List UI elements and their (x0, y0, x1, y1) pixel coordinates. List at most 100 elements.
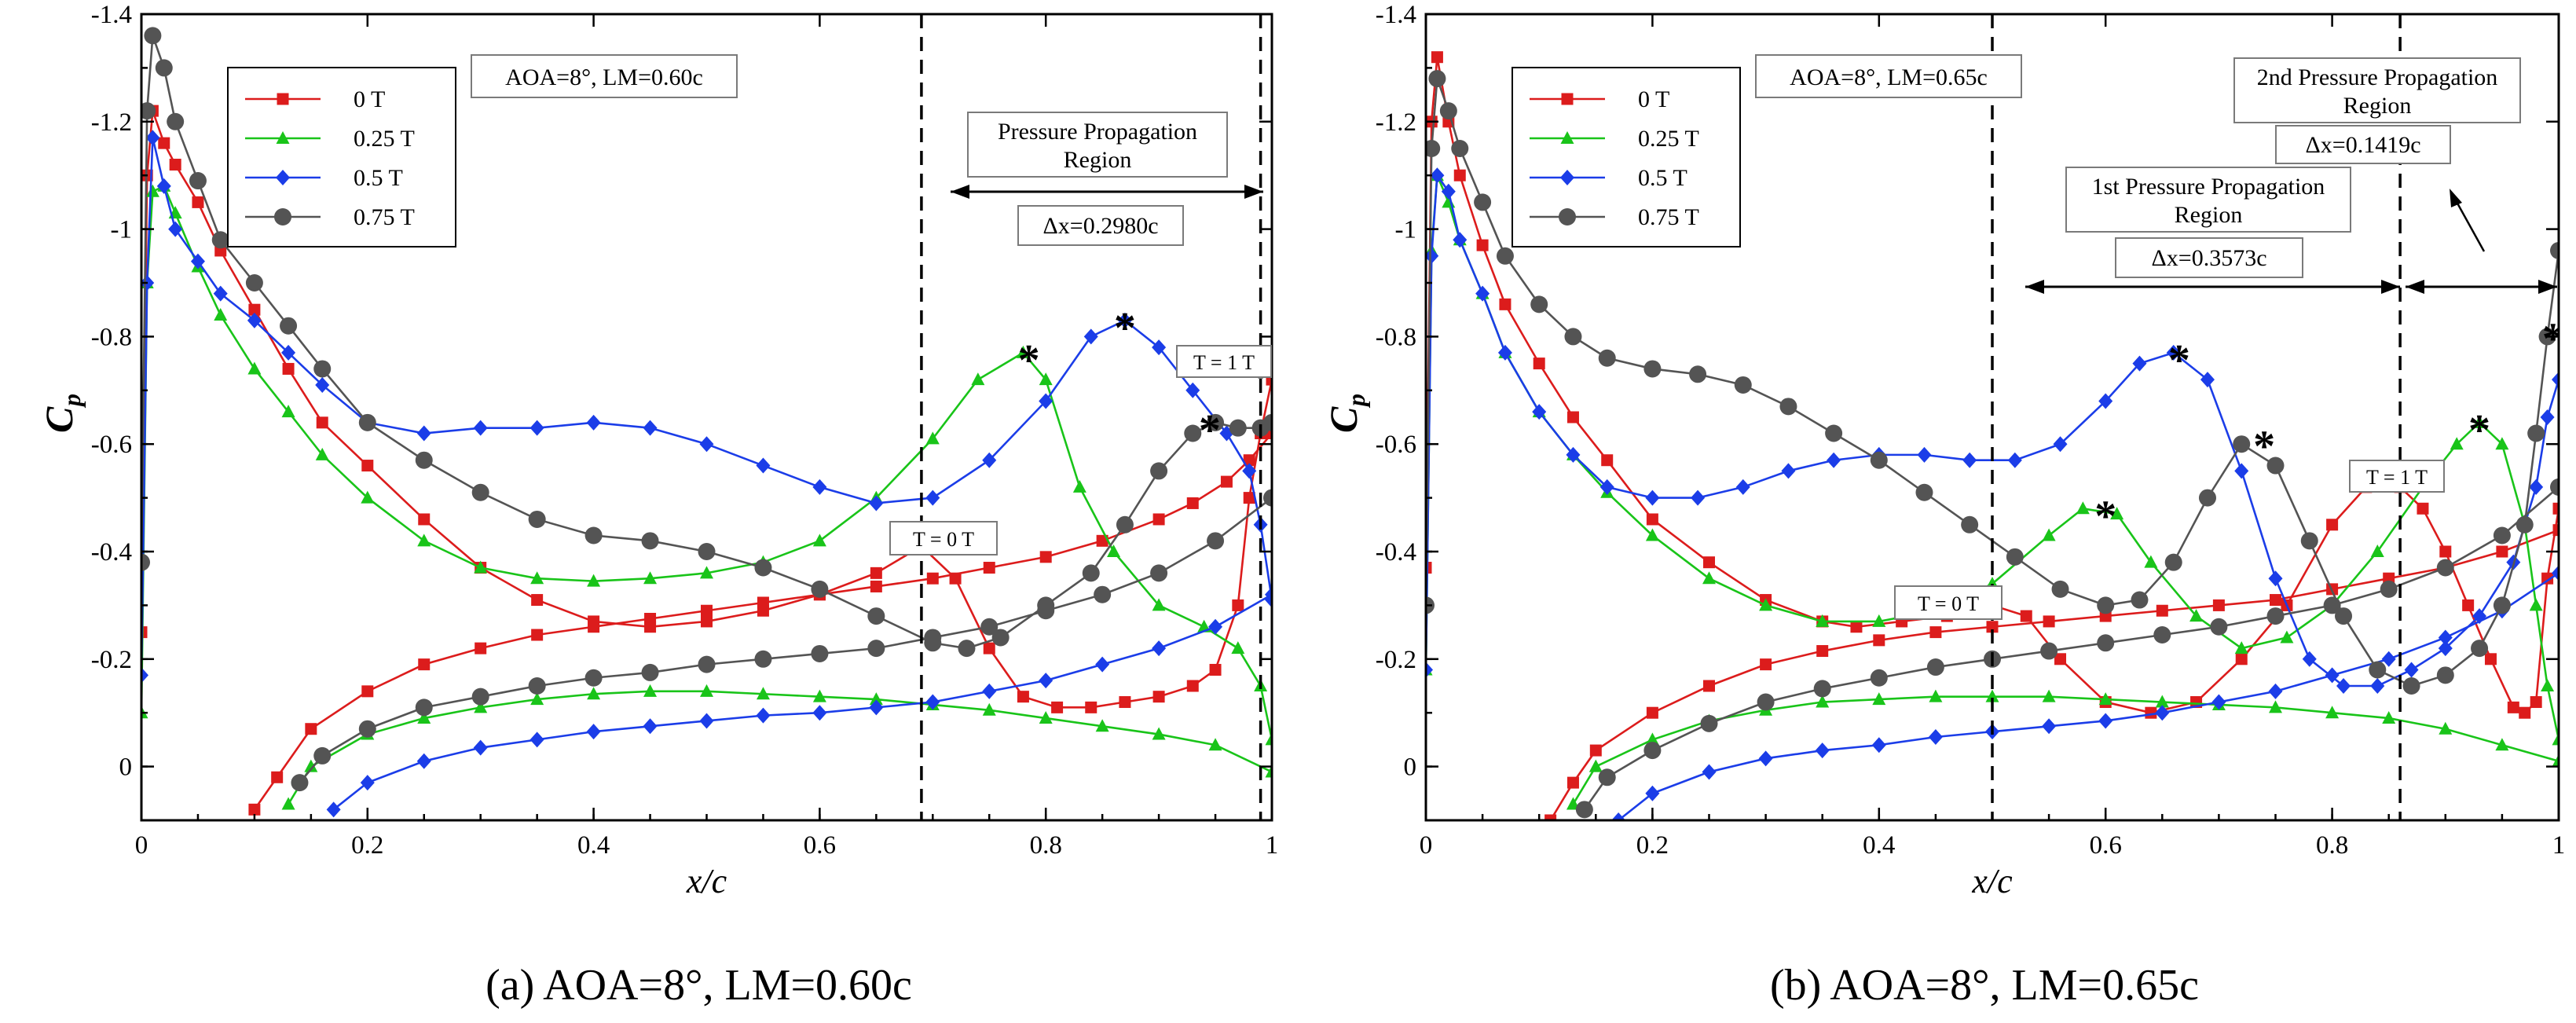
data-point (1095, 656, 1110, 673)
data-point (756, 457, 771, 474)
star-marker: * (2253, 422, 2275, 471)
data-point (2053, 436, 2068, 453)
data-point (2471, 640, 2489, 658)
data-point (1039, 372, 1053, 386)
data-point (1207, 413, 1225, 431)
data-point (1072, 479, 1086, 493)
data-point (700, 684, 713, 697)
arrow-head (2025, 280, 2044, 294)
data-point (2439, 545, 2452, 558)
data-point (2484, 653, 2497, 666)
data-point (584, 669, 603, 687)
legend-marker (277, 93, 289, 105)
data-point (2235, 653, 2248, 666)
star-marker: * (2468, 406, 2490, 455)
data-point (1564, 328, 1582, 346)
data-point (1207, 532, 1225, 550)
data-point (1815, 742, 1830, 759)
data-point (1646, 706, 1658, 719)
data-point (699, 713, 714, 729)
data-point (1926, 658, 1944, 676)
data-point (2325, 667, 2340, 684)
y-tick-label: -1 (111, 216, 133, 244)
data-point (1430, 167, 1445, 184)
data-point (991, 629, 1010, 647)
data-point (248, 303, 261, 316)
data-point (2212, 599, 2225, 611)
data-point (1152, 598, 1166, 611)
data-point (949, 572, 962, 585)
data-point (2472, 415, 2486, 428)
legend-label: 0.5 T (1638, 165, 1687, 191)
data-point (2007, 452, 2022, 468)
data-point (2370, 544, 2384, 557)
data-point (141, 626, 148, 639)
x-tick-label: 0.4 (577, 831, 610, 860)
data-point (1243, 454, 1255, 467)
data-point (1566, 411, 1579, 424)
legend-label: 0.5 T (354, 165, 403, 191)
data-point (1185, 382, 1200, 398)
data-point (1917, 446, 1932, 463)
legend-marker (1560, 170, 1574, 185)
chart-panel-a: *****00.20.40.60.810-0.2-0.4-0.6-0.8-1-1… (37, 1, 1278, 1010)
series-0-25-T (141, 178, 1272, 810)
data-point (1453, 169, 1466, 182)
data-point (2325, 706, 2340, 719)
data-point (1232, 599, 1244, 611)
data-point (529, 732, 544, 748)
data-point (1929, 626, 1942, 639)
series-line-lower (1572, 695, 2559, 805)
region1-title: 1st Pressure Propagation (2092, 174, 2325, 200)
data-point (925, 490, 940, 506)
data-point (2300, 532, 2318, 550)
data-point (1426, 248, 1439, 264)
data-point (924, 629, 942, 647)
data-point (587, 687, 601, 700)
data-point (1186, 680, 1199, 692)
data-point (2144, 555, 2158, 568)
data-point (2552, 754, 2559, 767)
data-point (1474, 193, 1492, 211)
data-point (211, 231, 229, 249)
data-point (1760, 658, 1772, 671)
y-axis-label: C (1321, 406, 1365, 433)
data-point (2530, 696, 2542, 709)
data-point (1208, 618, 1223, 635)
data-point (2438, 629, 2453, 646)
data-point (925, 431, 940, 445)
data-point (811, 580, 829, 598)
series-line-lower (287, 690, 1272, 805)
data-point (1426, 662, 1433, 678)
data-point (1530, 295, 1548, 314)
data-point (2326, 519, 2339, 531)
data-point (1985, 689, 1999, 702)
data-point (757, 596, 769, 609)
data-point (304, 759, 318, 772)
data-point (2402, 677, 2420, 695)
data-point (1263, 413, 1272, 431)
data-point (417, 534, 431, 547)
data-point (1758, 750, 1773, 767)
data-point (315, 447, 329, 460)
data-point (1231, 641, 1245, 654)
data-point (2266, 456, 2285, 475)
data-point (1266, 427, 1272, 440)
data-point (474, 700, 488, 713)
data-point (281, 405, 295, 418)
data-point (2233, 435, 2251, 453)
data-point (1096, 534, 1108, 547)
data-point (2552, 732, 2559, 746)
data-point (1700, 714, 1718, 732)
data-point (2516, 515, 2534, 534)
data-point (2450, 437, 2464, 450)
data-point (271, 771, 284, 783)
data-point (2527, 424, 2545, 442)
data-point (2436, 666, 2454, 684)
data-point (1265, 586, 1272, 603)
data-point (812, 534, 826, 547)
y-tick-label: 0 (119, 754, 133, 782)
data-point (2098, 692, 2112, 706)
data-point (1265, 764, 1272, 778)
